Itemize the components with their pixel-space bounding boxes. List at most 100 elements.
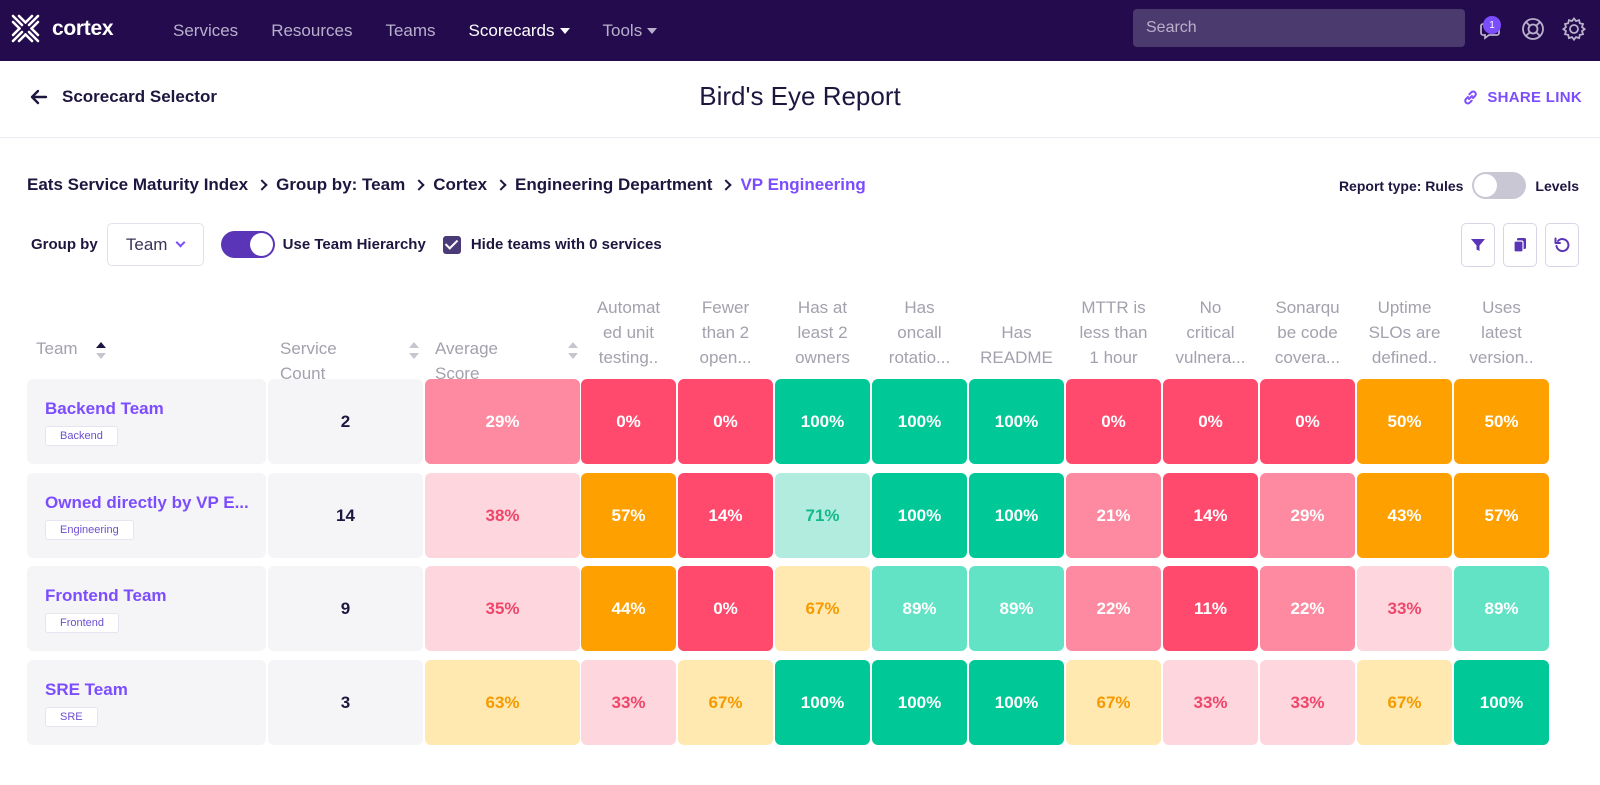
average-score-cell[interactable]: 63%	[425, 660, 580, 745]
breadcrumb-item[interactable]: Eats Service Maturity Index	[27, 175, 249, 194]
column-header-rule[interactable]: Uses latest version..	[1454, 295, 1549, 370]
sort-icon-service-count[interactable]	[409, 342, 419, 359]
column-header-rule[interactable]: Has oncall rotatio...	[872, 295, 967, 370]
breadcrumb-item[interactable]: Cortex	[433, 175, 488, 194]
column-header-average-score[interactable]: Average Score	[435, 339, 499, 383]
nav-link-label: Services	[173, 20, 239, 40]
column-header-service-count[interactable]: Service Count	[280, 339, 337, 383]
rule-score-cell[interactable]: 100%	[872, 473, 967, 558]
rule-score-cell[interactable]: 100%	[969, 473, 1064, 558]
column-header-rule[interactable]: No critical vulnera...	[1163, 295, 1258, 370]
rule-score-cell[interactable]: 67%	[1066, 660, 1161, 745]
column-header-rule-line: ed unit	[602, 323, 655, 342]
team-tag[interactable]: SRE	[45, 707, 98, 727]
column-header-rule-line: version..	[1469, 348, 1534, 367]
column-header-rule-line: Has	[1001, 323, 1032, 342]
team-tag[interactable]: Backend	[45, 426, 118, 446]
rule-score-cell[interactable]: 57%	[1454, 473, 1549, 558]
average-score-cell[interactable]: 35%	[425, 566, 580, 651]
rule-score-cell[interactable]: 43%	[1357, 473, 1452, 558]
rule-score-cell[interactable]: 57%	[581, 473, 676, 558]
rule-score-cell[interactable]: 11%	[1163, 566, 1258, 651]
rule-score-cell[interactable]: 67%	[678, 660, 773, 745]
team-name-link[interactable]: Owned directly by VP E...	[45, 493, 249, 512]
rule-score-cell[interactable]: 0%	[1066, 379, 1161, 464]
group-by-value: Team	[125, 234, 168, 254]
reset-button[interactable]	[1545, 223, 1579, 267]
column-header-rule[interactable]: Automat ed unit testing..	[581, 295, 676, 370]
rule-score-cell[interactable]: 71%	[775, 473, 870, 558]
rule-score-cell[interactable]: 0%	[1163, 379, 1258, 464]
help-lifebuoy-icon[interactable]	[1520, 16, 1546, 42]
average-score-cell[interactable]: 38%	[425, 473, 580, 558]
report-type-toggle[interactable]	[1472, 172, 1527, 199]
rule-score-cell[interactable]: 0%	[678, 566, 773, 651]
rule-score-cell[interactable]: 50%	[1357, 379, 1452, 464]
rule-score-cell[interactable]: 29%	[1260, 473, 1355, 558]
rule-score-cell[interactable]: 100%	[969, 379, 1064, 464]
rule-score-cell[interactable]: 100%	[872, 660, 967, 745]
sort-icon-average-score[interactable]	[568, 342, 578, 359]
rule-score-cell[interactable]: 21%	[1066, 473, 1161, 558]
nav-resources[interactable]: Resources	[271, 21, 352, 41]
back-to-scorecard-selector[interactable]: Scorecard Selector	[30, 87, 217, 107]
column-header-rule[interactable]: Has at least 2 owners	[775, 295, 870, 370]
column-header-team[interactable]: Team	[36, 339, 78, 358]
rule-score-cell[interactable]: 14%	[678, 473, 773, 558]
column-header-rule[interactable]: Uptime SLOs are defined..	[1357, 295, 1452, 370]
table-row-team: Frontend Team Frontend	[27, 566, 266, 651]
rule-score-cell[interactable]: 22%	[1260, 566, 1355, 651]
nav-services[interactable]: Services	[173, 21, 238, 41]
column-header-rule[interactable]: Sonarqu be code covera...	[1260, 295, 1355, 370]
breadcrumb-item[interactable]: Group by: Team	[276, 175, 406, 194]
rule-score-cell[interactable]: 100%	[969, 660, 1064, 745]
nav-scorecards[interactable]: Scorecards	[469, 21, 570, 41]
average-score-cell[interactable]: 29%	[425, 379, 580, 464]
column-header-rule-line: testing..	[598, 348, 659, 367]
rule-score-cell[interactable]: 89%	[969, 566, 1064, 651]
share-link-button[interactable]: SHARE LINK	[1462, 89, 1582, 106]
rule-score-cell[interactable]: 33%	[1260, 660, 1355, 745]
filter-button[interactable]	[1461, 223, 1495, 267]
rule-score-cell[interactable]: 0%	[678, 379, 773, 464]
logo[interactable]: cortex	[9, 12, 114, 45]
nav-tools[interactable]: Tools	[603, 21, 658, 41]
sort-icon-team[interactable]	[96, 342, 106, 359]
column-header-rule-line: Sonarqu	[1275, 298, 1340, 317]
rule-score-cell[interactable]: 33%	[581, 660, 676, 745]
page-title: Bird's Eye Report	[699, 81, 901, 111]
group-by-select[interactable]: Team	[106, 223, 204, 266]
rule-score-cell[interactable]: 0%	[1260, 379, 1355, 464]
rule-score-cell[interactable]: 100%	[775, 379, 870, 464]
rule-score-cell[interactable]: 22%	[1066, 566, 1161, 651]
column-header-rule-line: oncall	[897, 323, 942, 342]
rule-score-cell[interactable]: 89%	[872, 566, 967, 651]
column-header-rule[interactable]: Fewer than 2 open...	[678, 295, 773, 370]
settings-gear-icon[interactable]	[1561, 16, 1587, 42]
rule-score-cell[interactable]: 89%	[1454, 566, 1549, 651]
team-name-link[interactable]: Backend Team	[45, 399, 164, 418]
rule-score-cell[interactable]: 33%	[1357, 566, 1452, 651]
column-header-rule[interactable]: MTTR is less than 1 hour	[1066, 295, 1161, 370]
column-header-rule[interactable]: Has README	[969, 320, 1064, 370]
rule-score-cell[interactable]: 0%	[581, 379, 676, 464]
copy-button[interactable]	[1503, 223, 1537, 267]
rule-score-cell[interactable]: 67%	[775, 566, 870, 651]
rule-score-cell[interactable]: 67%	[1357, 660, 1452, 745]
hide-empty-teams-checkbox[interactable]	[442, 235, 461, 254]
rule-score-cell[interactable]: 33%	[1163, 660, 1258, 745]
team-tag[interactable]: Engineering	[45, 520, 134, 540]
rule-score-cell[interactable]: 50%	[1454, 379, 1549, 464]
rule-score-cell[interactable]: 100%	[1454, 660, 1549, 745]
nav-teams[interactable]: Teams	[385, 21, 435, 41]
rule-score-cell[interactable]: 100%	[775, 660, 870, 745]
search-input[interactable]	[1133, 9, 1465, 47]
team-name-link[interactable]: Frontend Team	[45, 586, 167, 605]
team-tag[interactable]: Frontend	[45, 613, 120, 633]
rule-score-cell[interactable]: 100%	[872, 379, 967, 464]
rule-score-cell[interactable]: 14%	[1163, 473, 1258, 558]
rule-score-cell[interactable]: 44%	[581, 566, 676, 651]
team-hierarchy-toggle[interactable]	[220, 231, 275, 258]
team-name-link[interactable]: SRE Team	[45, 680, 128, 699]
breadcrumb-item[interactable]: Engineering Department	[515, 175, 713, 194]
